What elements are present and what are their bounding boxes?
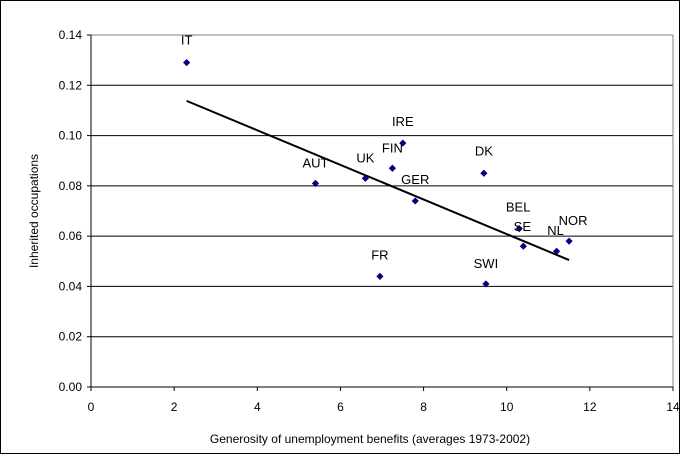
data-point-bel <box>515 225 523 233</box>
data-point-fin <box>388 164 396 172</box>
data-point-uk <box>361 174 369 182</box>
x-tick-label: 12 <box>583 400 597 414</box>
y-tick-labels: 0.00 0.02 0.04 0.06 0.08 0.10 0.12 0.14 <box>59 28 83 394</box>
axes <box>87 34 674 391</box>
x-tick-label: 2 <box>171 400 178 414</box>
x-tick-label: 4 <box>254 400 261 414</box>
point-label-fin: FIN <box>382 140 403 155</box>
data-point-dk <box>480 169 488 177</box>
point-label-nor: NOR <box>559 213 588 228</box>
data-point-swi <box>482 280 490 288</box>
gridlines <box>91 34 673 338</box>
y-tick-label: 0.00 <box>59 380 83 394</box>
x-tick-label: 8 <box>420 400 427 414</box>
data-point-nor <box>565 237 573 245</box>
point-label-swi: SWI <box>474 256 499 271</box>
point-label-fr: FR <box>371 247 388 262</box>
y-tick-label: 0.04 <box>59 279 83 293</box>
point-label-se: SE <box>514 219 532 234</box>
point-label-it: IT <box>181 33 193 48</box>
trendline <box>186 99 570 261</box>
data-point-ger <box>411 197 419 205</box>
y-tick-label: 0.06 <box>59 229 83 243</box>
x-tick-label: 14 <box>666 400 679 414</box>
x-axis-title: Generosity of unemployment benefits (ave… <box>210 432 530 446</box>
point-label-ger: GER <box>401 172 429 187</box>
y-axis-title: Inherited occupations <box>27 154 41 268</box>
data-point-fr <box>376 272 384 280</box>
point-label-bel: BEL <box>506 200 531 215</box>
point-label-ire: IRE <box>392 114 414 129</box>
data-point-ire <box>399 139 407 147</box>
data-point-it <box>183 59 191 67</box>
y-tick-label: 0.08 <box>59 179 83 193</box>
x-tick-labels: 0 2 4 6 8 10 12 14 <box>88 400 679 414</box>
y-tick-label: 0.14 <box>59 28 83 42</box>
y-tick-label: 0.12 <box>59 78 83 92</box>
x-tick-label: 0 <box>88 400 95 414</box>
data-point-nl <box>553 247 561 255</box>
y-tick-label: 0.02 <box>59 330 83 344</box>
x-tick-label: 6 <box>337 400 344 414</box>
data-point-aut <box>311 179 320 187</box>
point-label-uk: UK <box>356 150 374 165</box>
data-point-se <box>519 242 527 250</box>
data-points <box>183 59 573 288</box>
y-tick-label: 0.10 <box>59 129 83 143</box>
point-label-nl: NL <box>547 223 564 238</box>
point-label-dk: DK <box>475 143 493 158</box>
point-label-aut: AUT <box>302 155 328 170</box>
x-tick-label: 10 <box>500 400 514 414</box>
